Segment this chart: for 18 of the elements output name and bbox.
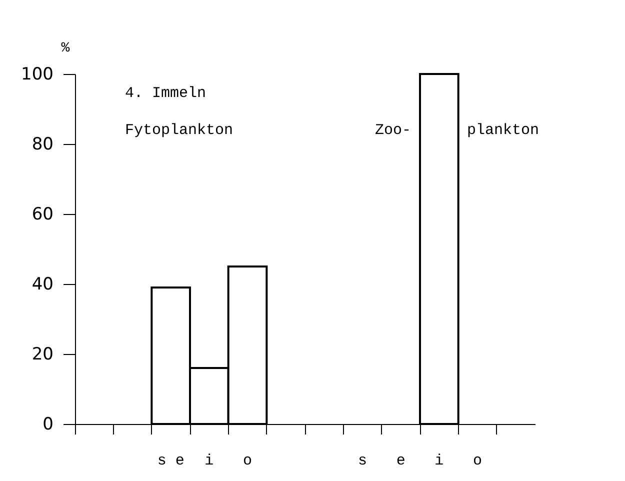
y-tick-label: 60	[32, 204, 54, 224]
annotation: plankton	[467, 122, 540, 139]
y-tick-label: 40	[32, 274, 54, 294]
annotation: 4. Immeln	[125, 85, 206, 102]
x-tick-label: i	[204, 452, 214, 470]
y-axis-title: %	[61, 40, 70, 56]
x-tick-label: s	[358, 452, 368, 470]
y-tick-label: 0	[42, 414, 54, 434]
x-tick-label: o	[472, 452, 482, 470]
y-tick-label: 80	[32, 134, 54, 154]
x-tick-label: e	[396, 452, 406, 470]
annotation: Fytoplankton	[125, 122, 234, 139]
y-tick-label: 100	[21, 64, 54, 84]
annotation: Zoo-	[375, 122, 412, 139]
x-tick-label: i	[434, 452, 444, 470]
y-tick-label: 20	[32, 344, 54, 364]
x-tick-label: s e	[157, 452, 184, 470]
x-tick-label: o	[242, 452, 252, 470]
